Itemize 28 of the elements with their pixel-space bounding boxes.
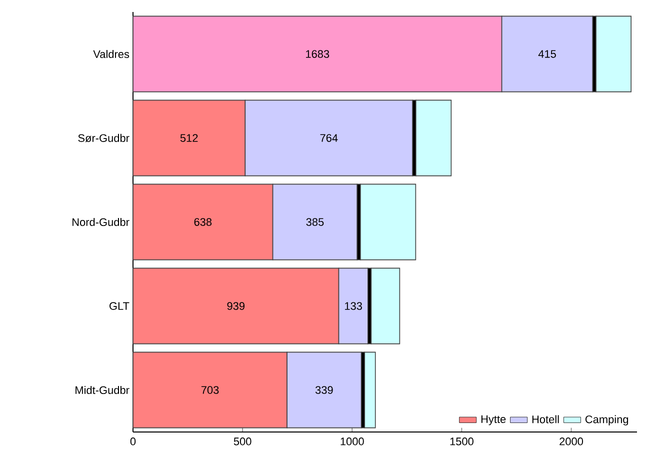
- data-label: 415: [538, 50, 556, 58]
- x-tick-label: 500: [234, 438, 252, 446]
- data-label: 1683: [306, 50, 330, 58]
- bar: [370, 268, 400, 344]
- legend-label: Hotell: [532, 415, 559, 424]
- bar: [416, 100, 452, 176]
- data-label: 512: [180, 134, 198, 142]
- x-tick-label: 1500: [450, 438, 474, 446]
- data-label: 638: [194, 218, 212, 226]
- y-tick-label: GLT: [110, 302, 130, 310]
- x-tick-label: 2000: [560, 438, 584, 446]
- legend-label: Camping: [585, 415, 628, 426]
- data-label: 703: [201, 386, 219, 394]
- data-label: 133: [345, 302, 362, 310]
- bar: [360, 184, 416, 260]
- y-tick-label: Midt-Gudbr: [76, 386, 130, 394]
- legend-label: Hytte: [481, 415, 506, 426]
- bar: [364, 352, 376, 428]
- y-tick-label: Sør-Gudbr: [78, 134, 130, 142]
- x-tick-label: 0: [130, 438, 136, 446]
- y-tick-label: Nord-Gudbr: [72, 218, 130, 226]
- y-tick-label: Valdres: [93, 50, 130, 58]
- x-tick-label: 1000: [340, 438, 364, 446]
- data-label: 385: [306, 218, 324, 226]
- bar: [596, 16, 632, 92]
- data-label: 939: [227, 302, 245, 310]
- data-label: 764: [320, 134, 338, 142]
- data-label: 339: [315, 386, 333, 394]
